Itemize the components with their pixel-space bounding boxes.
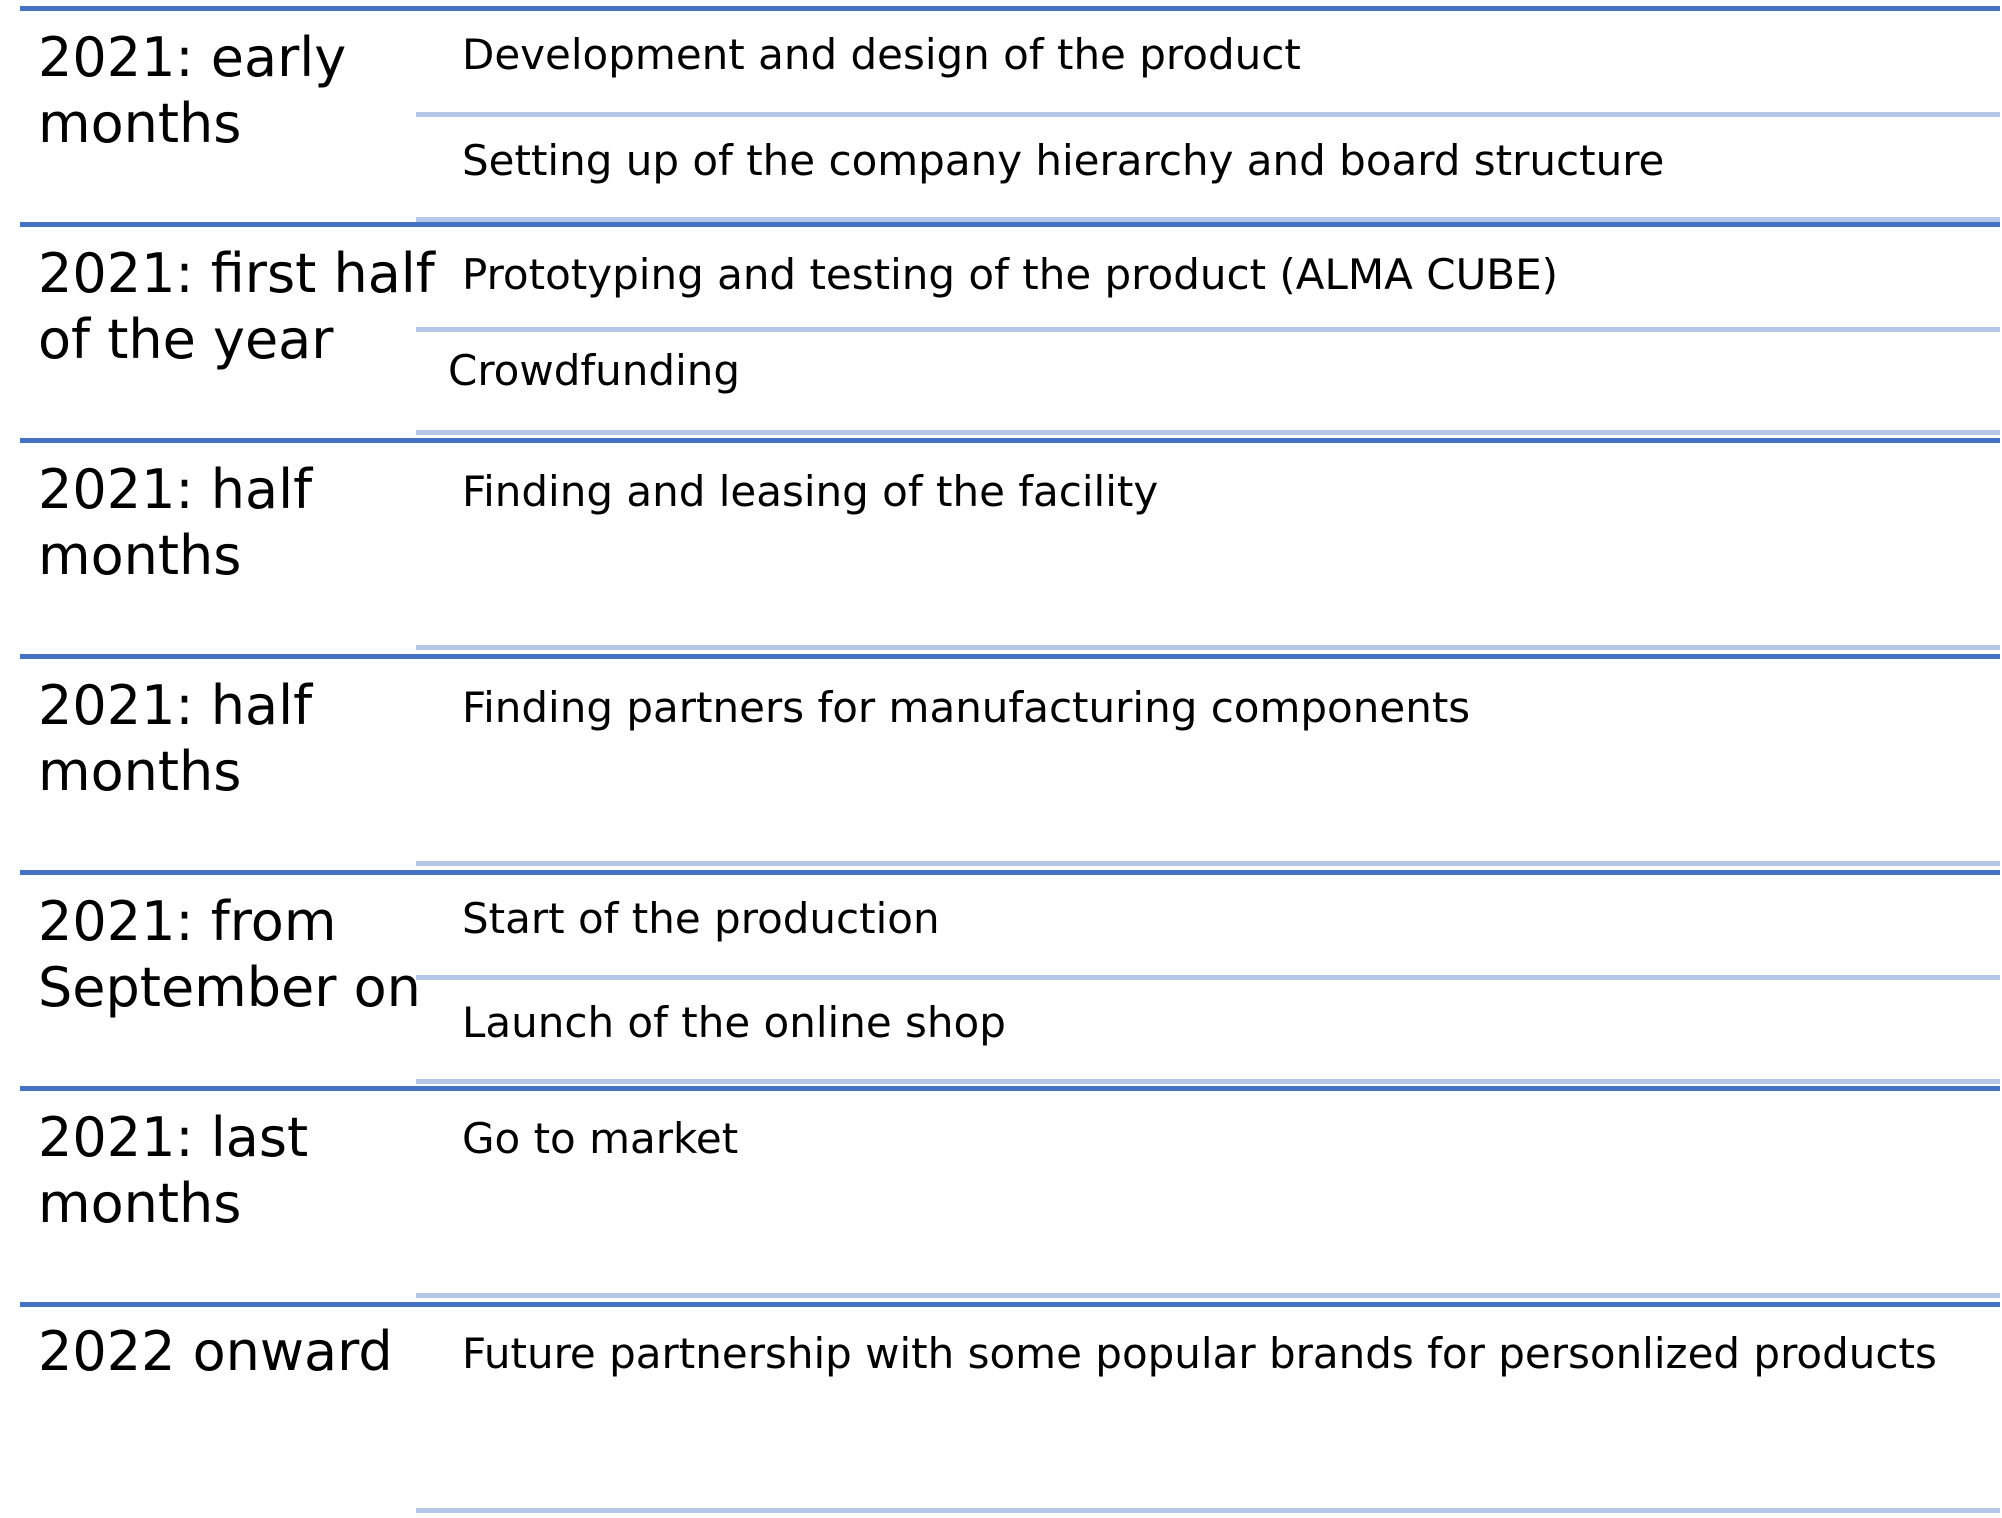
phase-label: 2021: half months [38,457,312,589]
phase-label-line: 2021: first half [38,242,435,305]
task-divider [416,1079,2000,1084]
phase-label: 2021: last months [38,1105,308,1237]
task-divider [416,430,2000,435]
task-divider [416,861,2000,866]
task-divider [416,1293,2000,1298]
task-divider [416,112,2000,117]
phase-label: 2021: from September on [38,889,421,1021]
task-item: Crowdfunding [448,346,741,395]
task-item: Finding partners for manufacturing compo… [462,683,1471,732]
phase-label: 2022 onward [38,1319,393,1385]
phase-divider [20,1302,2000,1307]
task-divider [416,1508,2000,1513]
task-item: Prototyping and testing of the product (… [462,250,1559,299]
phase-label-line: months [38,92,242,155]
phase-label-line: 2021: early [38,26,347,89]
phase-label-line: months [38,524,242,587]
task-divider [416,975,2000,980]
phase-label-line: months [38,740,242,803]
task-item: Launch of the online shop [462,998,1006,1047]
phase-label-line: September on [38,956,421,1019]
task-item: Start of the production [462,894,940,943]
phase-label-line: 2021: last [38,1106,309,1169]
task-item: Future partnership with some popular bra… [462,1329,1937,1378]
phase-label-line: of the year [38,308,334,371]
phase-label-line: 2021: half [38,458,313,521]
phase-divider [20,438,2000,443]
task-item: Finding and leasing of the facility [462,467,1159,516]
phase-label-line: 2021: from [38,890,337,953]
phase-label-line: 2021: half [38,674,313,737]
phase-label-line: 2022 onward [38,1320,393,1383]
task-divider [416,645,2000,650]
phase-label: 2021: half months [38,673,312,805]
task-divider [416,327,2000,332]
phase-divider [20,1086,2000,1091]
phase-label-line: months [38,1172,242,1235]
phase-label: 2021: early months [38,25,346,157]
task-item: Go to market [462,1114,739,1163]
phase-divider [20,870,2000,875]
phase-divider [20,222,2000,227]
phase-divider [20,6,2000,11]
task-divider [416,217,2000,222]
phase-label: 2021: first half of the year [38,241,435,373]
task-item: Development and design of the product [462,30,1301,79]
task-item: Setting up of the company hierarchy and … [462,136,1665,185]
phase-divider [20,654,2000,659]
